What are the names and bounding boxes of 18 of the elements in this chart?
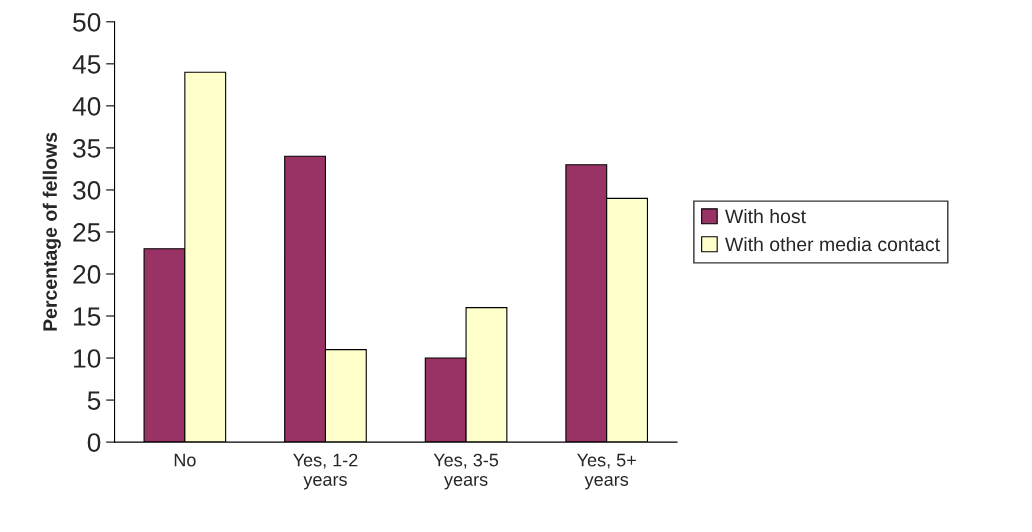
x-tick-label: Yes, 3-5 years: [433, 453, 499, 490]
x-tick-label: No: [174, 453, 196, 467]
y-axis-title: Percentage of fellows: [42, 132, 61, 331]
y-tick-label: 50: [73, 12, 101, 32]
legend-label: With other media contact: [725, 236, 940, 252]
y-tick-label: 15: [74, 307, 101, 326]
y-tick-label: 30: [73, 181, 101, 200]
x-tick-label: Yes, 5+ years: [577, 453, 636, 490]
legend-label: With host: [725, 208, 806, 224]
y-tick-label: 40: [72, 97, 101, 116]
y-tick-label: 45: [72, 55, 101, 74]
y-tick-label: 10: [74, 349, 101, 368]
y-tick-label: 20: [73, 265, 101, 284]
y-tick-label: 5: [87, 391, 101, 410]
x-tick-label: Yes, 1-2 years: [293, 453, 358, 490]
y-tick-label: 35: [73, 139, 101, 158]
y-tick-label: 25: [73, 223, 101, 242]
y-tick-label: 0: [87, 433, 101, 452]
